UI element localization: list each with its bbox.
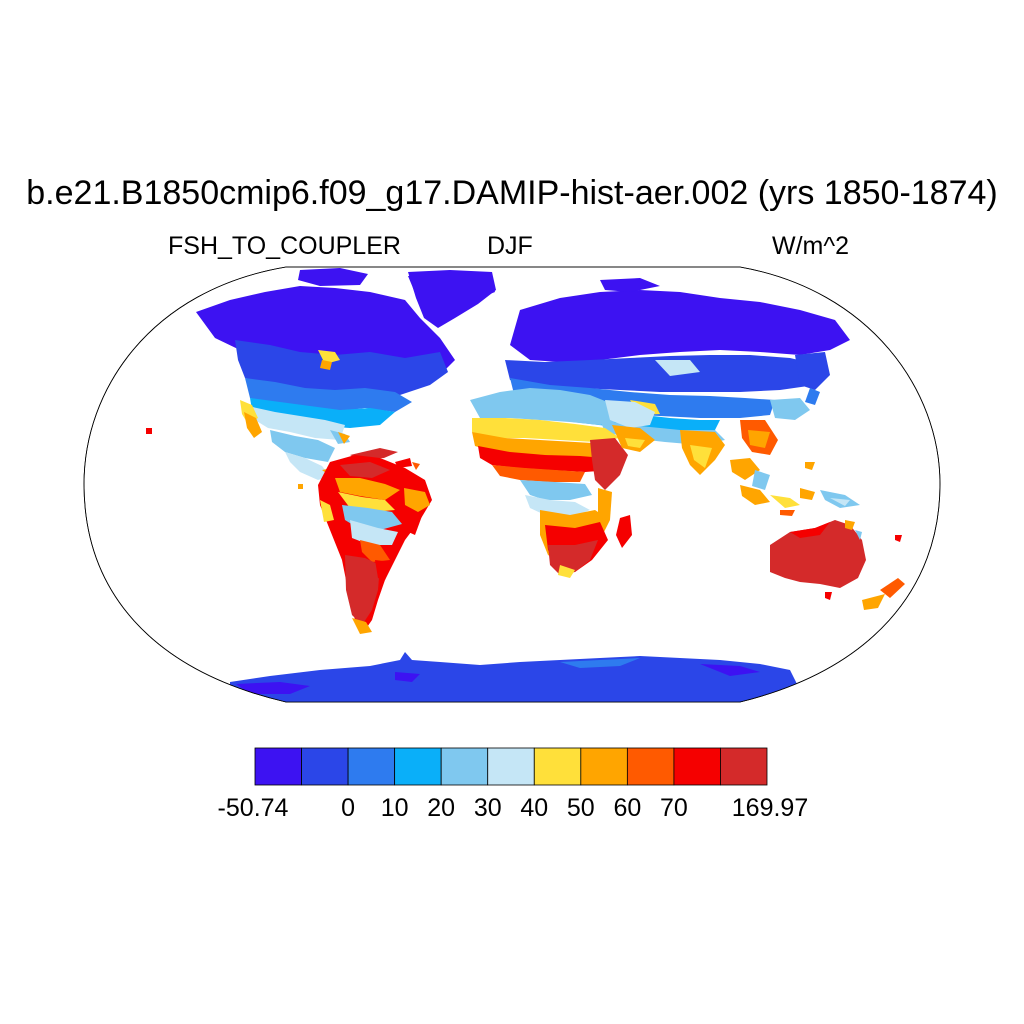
colorbar-tick-label: 70 [660,794,688,822]
colorbar-swatch [347,747,396,786]
greenland [408,270,496,328]
colorbar-swatch [394,747,442,786]
colorbar-swatch [533,747,582,786]
colorbar-tick-label: 20 [427,794,456,822]
units-label: W/m^2 [772,232,850,260]
maritime-asia [740,462,860,516]
colorbar-swatch [626,747,675,786]
colorbar-tick-label: 169.97 [731,794,809,822]
arabia [605,400,655,452]
colorbar-swatch [440,747,489,786]
colorbar-tick-label: -50.74 [217,794,289,822]
colorbar [254,747,768,786]
colorbar-swatch [301,747,349,786]
colorbar-tick-label: 60 [613,794,642,822]
globe-border [83,266,941,703]
colorbar-swatch [673,747,721,786]
colorbar-swatch [254,747,302,786]
colorbar-tick-label: 40 [520,794,549,822]
colorbar-swatch [720,747,768,786]
colorbar-tick-label: 10 [380,794,409,822]
plot-title: b.e21.B1850cmip6.f09_g17.DAMIP-hist-aer.… [26,174,998,212]
africa [470,388,632,578]
eurasia [505,278,850,490]
colorbar-swatch [580,747,628,786]
antarctica [230,652,800,702]
south-america [318,455,432,634]
variable-name: FSH_TO_COUPLER [168,232,401,260]
australia [770,520,905,610]
colorbar-tick-label: 30 [473,794,502,822]
colorbar-swatch [487,747,535,786]
season-label: DJF [487,232,533,260]
colorbar-tick-label: 50 [566,794,595,822]
colorbar-tick-label: 0 [341,794,356,822]
